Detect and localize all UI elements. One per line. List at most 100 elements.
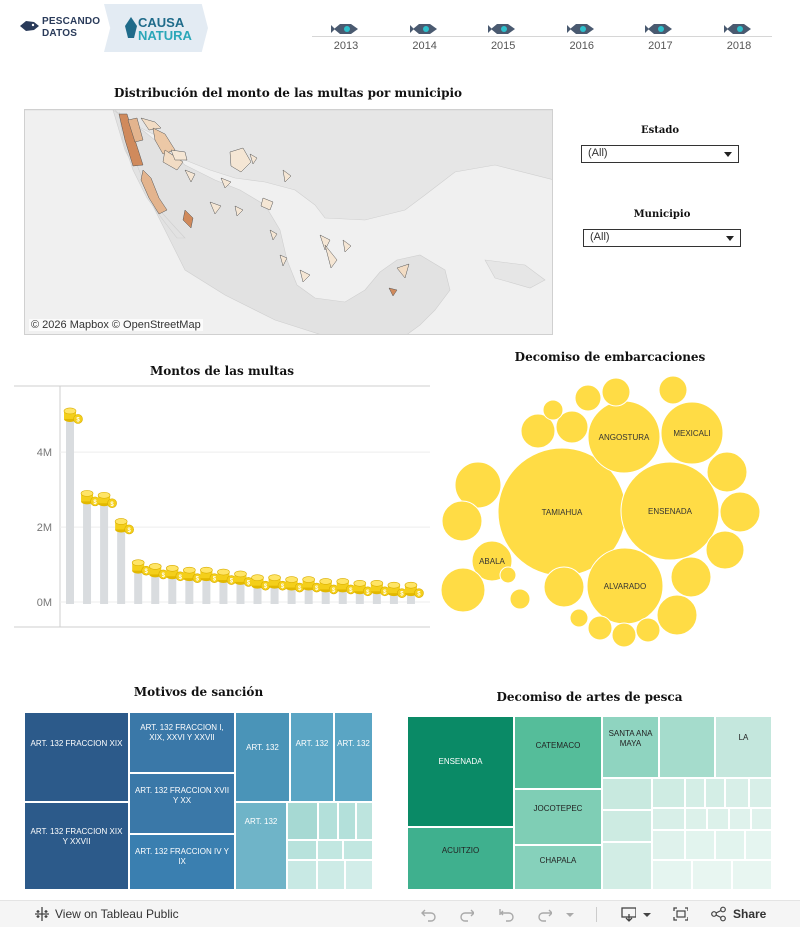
treemap-tile[interactable]: ART. 132 FRACCION I, XIX, XXVI Y XXVII <box>129 712 235 773</box>
fish-marker-icon[interactable] <box>645 22 675 36</box>
fish-marker-icon[interactable] <box>488 22 518 36</box>
treemap-tile[interactable]: ART. 132 <box>235 712 290 802</box>
causa-natura-logo[interactable]: CAUSA NATURA <box>104 4 208 52</box>
estado-filter-label: Estado <box>640 125 679 136</box>
treemap-tile[interactable] <box>343 840 373 860</box>
fish-marker-icon[interactable] <box>409 22 440 36</box>
year-label[interactable]: 2017 <box>648 40 673 52</box>
estado-select[interactable]: (All) <box>581 145 739 163</box>
bubble <box>719 491 761 533</box>
treemap-tile[interactable]: SANTA ANA MAYA <box>602 716 659 778</box>
fish-marker-icon[interactable] <box>724 22 754 36</box>
treemap-tile[interactable]: ART. 132 FRACCION XVII Y XX <box>129 773 235 834</box>
treemap-tile[interactable] <box>729 808 751 830</box>
fullscreen-icon[interactable] <box>672 906 688 922</box>
municipality-map[interactable]: © 2026 Mapbox © OpenStreetMap <box>24 109 553 335</box>
treemap-tile[interactable]: ART. 132 FRACCION IV Y IX <box>129 834 235 890</box>
treemap-tile[interactable]: LA <box>715 716 772 778</box>
treemap-tile[interactable]: ENSENADA <box>407 716 514 827</box>
chevron-down-icon[interactable] <box>641 906 657 922</box>
fish-marker-icon[interactable] <box>331 22 361 36</box>
map-title: Distribución del monto de las multas por… <box>113 86 463 100</box>
bubble <box>611 622 637 648</box>
tile-label: ENSENADA <box>438 757 483 766</box>
treemap-tile[interactable] <box>707 808 729 830</box>
treemap-tile[interactable] <box>317 840 343 860</box>
year-label[interactable]: 2018 <box>726 40 752 52</box>
treemap-tile[interactable] <box>287 840 317 860</box>
treemap-tile[interactable] <box>338 802 356 840</box>
share-icon[interactable] <box>710 906 726 922</box>
map-canvas <box>25 110 552 334</box>
treemap-tile[interactable]: CHAPALA <box>514 845 602 890</box>
treemap-tile[interactable] <box>745 830 772 860</box>
treemap-tile[interactable] <box>715 830 745 860</box>
treemap-tile[interactable] <box>345 860 373 890</box>
svg-text:$: $ <box>349 588 353 594</box>
treemap-tile[interactable] <box>602 842 652 890</box>
bar <box>100 501 109 604</box>
svg-text:$: $ <box>366 590 370 596</box>
treemap-tile[interactable]: ART. 132 <box>235 802 287 890</box>
year-label[interactable]: 2013 <box>333 40 359 52</box>
view-on-tableau-link[interactable]: View on Tableau Public <box>55 907 179 921</box>
treemap-tile[interactable] <box>749 778 772 808</box>
treemap-tile[interactable] <box>685 830 715 860</box>
year-label[interactable]: 2016 <box>569 40 595 52</box>
treemap-tile[interactable]: CATEMACO <box>514 716 602 789</box>
treemap-tile[interactable] <box>652 830 685 860</box>
bubble <box>574 384 602 412</box>
treemap-tile[interactable] <box>317 860 345 890</box>
fines-bar-chart[interactable]: 0M 2M 4M $ $ $ $ $ $ $ $ $ $ $ $ $ $ $ $ $ $ $ $ $ <box>14 384 430 628</box>
bar <box>321 587 330 604</box>
treemap-tile[interactable]: ART. 132 <box>334 712 373 802</box>
treemap-tile[interactable] <box>652 778 685 808</box>
treemap-tile[interactable] <box>318 802 338 840</box>
svg-text:$: $ <box>332 588 336 594</box>
treemap-tile[interactable] <box>287 860 317 890</box>
treemap-tile[interactable] <box>732 860 772 890</box>
vessel-bubble-chart[interactable]: TAMIAHUA ENSENADA ANGOSTURA MEXICALI ALVARAD… <box>440 368 780 658</box>
municipio-select[interactable]: (All) <box>583 229 741 247</box>
treemap-tile[interactable] <box>659 716 715 778</box>
map-credit[interactable]: © 2026 Mapbox © OpenStreetMap <box>29 319 203 331</box>
treemap-tile[interactable] <box>725 778 749 808</box>
share-button[interactable]: Share <box>733 907 767 921</box>
redo-icon[interactable] <box>458 906 474 922</box>
treemap-tile[interactable]: ACUITZIO <box>407 827 514 890</box>
coin-stack-icon: $ <box>404 581 424 598</box>
bar <box>66 416 74 604</box>
treemap-tile[interactable] <box>692 860 732 890</box>
treemap-tile[interactable] <box>652 808 685 830</box>
treemap-tile[interactable] <box>356 802 373 840</box>
treemap-tile[interactable]: ART. 132 <box>290 712 334 802</box>
refresh-icon[interactable] <box>536 906 552 922</box>
chevron-down-icon[interactable] <box>564 906 580 922</box>
treemap-tile[interactable] <box>705 778 725 808</box>
treemap-tile[interactable] <box>652 860 692 890</box>
treemap-tile[interactable] <box>751 808 772 830</box>
treemap-tile[interactable] <box>685 808 707 830</box>
treemap-tile[interactable] <box>287 802 318 840</box>
tile-label: LA <box>738 733 749 742</box>
treemap-tile[interactable]: ART. 132 FRACCION XIX Y XXVII <box>24 802 129 890</box>
motivos-treemap[interactable]: ART. 132 FRACCION XIX ART. 132 FRACCION … <box>24 712 373 890</box>
bar <box>389 591 398 604</box>
chevron-down-icon <box>726 236 734 241</box>
bubble-label: TAMIAHUA <box>542 508 583 517</box>
year-label[interactable]: 2014 <box>412 40 437 52</box>
treemap-tile[interactable] <box>685 778 705 808</box>
artes-treemap[interactable]: ENSENADA ACUITZIO CATEMACO JOCOTEPEC CHA… <box>407 716 772 890</box>
treemap-tile[interactable] <box>602 810 652 842</box>
treemap-tile[interactable] <box>602 778 652 810</box>
tile-label: ART. 132 FRACCION XIX Y XXVII <box>30 827 123 846</box>
pescando-datos-logo[interactable]: PESCANDO DATOS <box>18 14 100 44</box>
undo-icon[interactable] <box>420 906 436 922</box>
year-label[interactable]: 2015 <box>490 40 516 52</box>
fish-marker-icon[interactable] <box>566 22 597 36</box>
treemap-tile[interactable]: JOCOTEPEC <box>514 789 602 845</box>
treemap-tile[interactable]: ART. 132 FRACCION XIX <box>24 712 129 802</box>
coin-stack-icon: $ <box>148 563 169 580</box>
revert-icon[interactable] <box>498 906 514 922</box>
download-icon[interactable] <box>620 906 636 922</box>
